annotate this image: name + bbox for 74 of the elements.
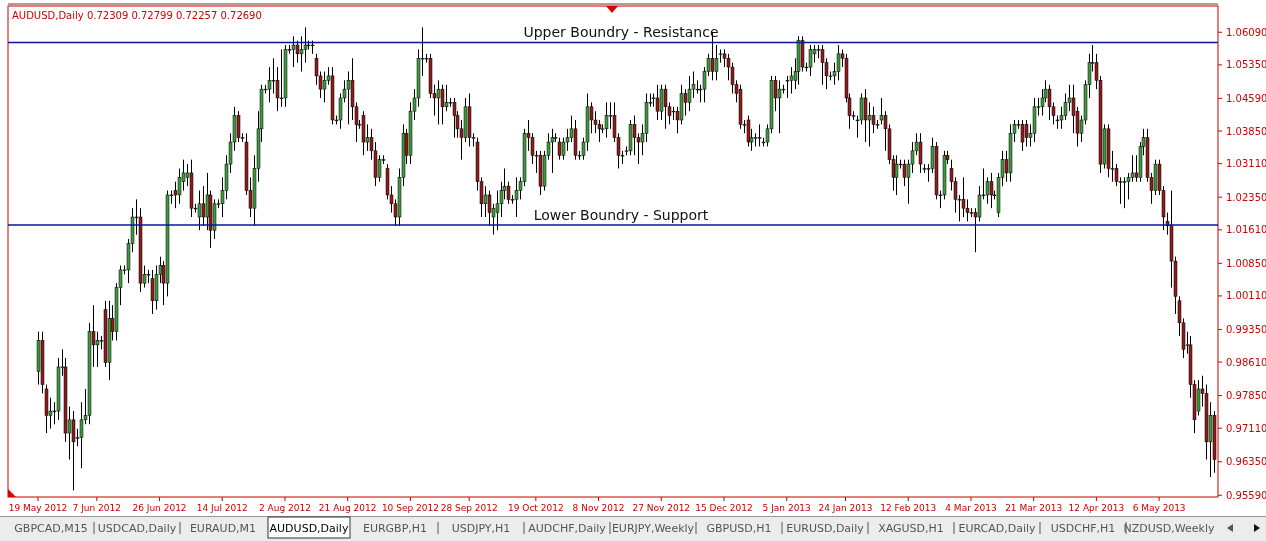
candlestick — [557, 137, 562, 161]
candlestick — [205, 172, 210, 231]
candlestick — [1024, 119, 1029, 147]
candlestick — [683, 88, 688, 117]
y-tick-label: 1.03850 — [1226, 125, 1266, 137]
y-tick-label: 0.99350 — [1226, 323, 1266, 335]
x-tick-label: 19 Oct 2012 — [508, 503, 564, 513]
x-tick-label: 6 May 2013 — [1132, 503, 1186, 513]
x-tick-label: 21 Mar 2013 — [1005, 503, 1063, 513]
candlestick — [1196, 379, 1201, 416]
x-tick-label: 5 Jan 2013 — [762, 503, 811, 513]
y-tick-label: 1.02350 — [1226, 191, 1266, 203]
x-tick-label: 2 Aug 2012 — [258, 503, 311, 513]
text: EURAUD,M1 — [189, 522, 257, 535]
y-tick-label: 1.04590 — [1226, 92, 1266, 104]
text: EURGBP,H1 — [362, 522, 428, 535]
x-tick-label: 8 Nov 2012 — [572, 503, 625, 513]
candlestick — [346, 71, 351, 125]
ref-line-label: Lower Boundry - Support — [533, 206, 709, 223]
candlestick — [687, 75, 692, 112]
text: USDCAD,Daily — [97, 522, 177, 535]
y-tick-label: 0.98610 — [1226, 356, 1266, 368]
x-tick-label: 12 Apr 2013 — [1068, 503, 1125, 513]
text: GBPUSD,H1 — [706, 522, 772, 535]
text: AUDUSD,Daily — [269, 522, 349, 535]
candlestick — [279, 48, 284, 108]
x-tick-label: 21 Aug 2012 — [318, 503, 377, 513]
candlestick — [863, 88, 868, 143]
text: AUDCHF,Daily — [528, 522, 607, 535]
x-tick-label: 26 Jun 2012 — [132, 503, 187, 513]
text: XAGUSD,H1 — [878, 522, 944, 535]
candlestick — [436, 79, 441, 125]
candlestick — [483, 185, 488, 218]
x-tick-label: 24 Jan 2013 — [818, 503, 873, 513]
x-tick-label: 28 Sep 2012 — [440, 503, 498, 513]
candlestick — [201, 185, 206, 227]
candlestick — [961, 176, 966, 218]
candlestick — [714, 44, 719, 81]
x-tick-label: 4 Mar 2013 — [945, 503, 997, 513]
candlestick — [1122, 176, 1127, 209]
y-tick-label: 1.01610 — [1226, 224, 1266, 236]
chart-title: AUDUSD,Daily 0.72309 0.72799 0.72257 0.72690 — [12, 10, 262, 21]
y-tick-label: 1.06090 — [1226, 26, 1266, 38]
x-tick-label: 19 May 2012 — [8, 503, 68, 513]
candlestick — [879, 97, 884, 125]
text: NZDUSD,Weekly — [1123, 522, 1215, 535]
y-tick-label: 1.00110 — [1226, 290, 1266, 302]
x-tick-label: 7 Jun 2012 — [72, 503, 122, 513]
text: USDJPY,H1 — [451, 522, 511, 535]
text: EURUSD,Daily — [786, 522, 865, 535]
x-tick-label: 12 Feb 2013 — [880, 503, 937, 513]
x-tick-label: 10 Sep 2012 — [381, 503, 439, 513]
y-tick-label: 1.05350 — [1226, 59, 1266, 71]
x-tick-label: 14 Jul 2012 — [196, 503, 248, 513]
candlestick — [322, 71, 327, 103]
y-tick-label: 0.97110 — [1226, 422, 1266, 434]
text: GBPCAD,M15 — [14, 522, 88, 535]
x-tick-label: 27 Nov 2012 — [632, 503, 691, 513]
ref-line-label: Upper Boundry - Resistance — [523, 24, 719, 41]
text: EURCAD,Daily — [958, 522, 1037, 535]
candlestick — [789, 66, 794, 95]
y-tick-label: 0.96350 — [1226, 456, 1266, 468]
text: USDCHF,H1 — [1050, 522, 1116, 535]
x-tick-label: 15 Dec 2012 — [695, 503, 753, 513]
candlestick — [663, 84, 668, 130]
y-tick-label: 1.03110 — [1226, 158, 1266, 170]
text: EURJPY,Weekly — [611, 522, 695, 535]
candlestick — [440, 84, 445, 125]
y-tick-label: 0.95590 — [1226, 489, 1266, 501]
y-tick-label: 1.00850 — [1226, 257, 1266, 269]
candlestick — [271, 57, 276, 95]
y-tick-label: 0.97850 — [1226, 390, 1266, 402]
candlestick — [867, 101, 872, 147]
candlestick — [1047, 84, 1052, 121]
